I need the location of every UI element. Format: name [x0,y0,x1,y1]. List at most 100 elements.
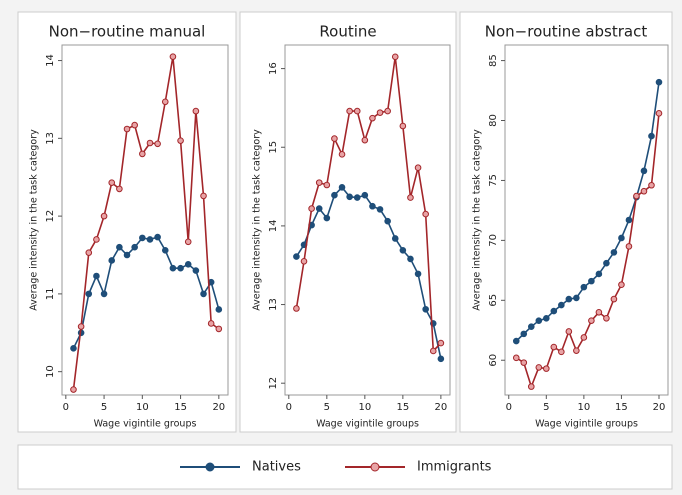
legend-label: Immigrants [417,460,492,475]
point [376,206,384,213]
point [323,181,331,189]
point [353,194,361,201]
point [177,137,184,144]
point [618,234,625,242]
point [369,202,376,210]
point [77,323,85,330]
y-tick-label: 60 [488,354,499,367]
point [535,317,543,324]
y-axis-label: Average intensity in the task category [472,129,483,311]
point [361,136,369,144]
x-axis-label: Wage vigintile groups [316,419,419,430]
panel-title: Non−routine abstract [485,23,648,41]
point [315,205,323,212]
x-tick-label: 20 [435,402,448,413]
point [595,308,603,316]
point [192,107,200,115]
y-tick-label: 70 [488,234,499,247]
point [655,78,663,86]
point [139,234,146,242]
y-tick-label: 75 [488,174,499,187]
point [625,243,633,250]
point [293,253,300,260]
point [161,247,169,254]
point [422,305,429,313]
point [361,191,369,199]
point [558,348,565,356]
point [93,272,100,280]
x-tick-label: 5 [543,402,549,413]
point [116,243,123,251]
point [603,314,610,322]
point [565,328,573,335]
point [414,270,422,278]
panel-title: Non−routine manual [49,23,206,41]
point [70,345,77,352]
point [648,181,655,189]
point [346,193,353,201]
point [376,109,384,116]
panel-title: Routine [319,23,376,41]
point [146,139,154,147]
point [200,290,207,298]
y-tick-label: 14 [268,220,279,233]
y-tick-label: 12 [268,377,279,390]
y-tick-label: 11 [45,288,56,301]
point [338,151,346,158]
point [346,107,353,115]
y-tick-label: 12 [45,210,56,223]
point [588,317,595,324]
point [573,347,580,354]
point [550,343,558,351]
point [543,314,550,322]
point [177,264,184,272]
point [550,307,558,315]
point [300,257,308,265]
point [338,184,346,191]
point [391,235,399,242]
point [146,236,154,243]
y-tick-label: 13 [268,298,279,311]
point [154,140,161,148]
point [161,98,169,106]
point [169,264,177,272]
x-tick-label: 0 [506,402,512,413]
point [610,249,618,256]
point [625,216,633,224]
point [331,135,338,142]
y-tick-label: 80 [488,114,499,127]
point [512,354,520,362]
point [192,267,200,274]
point [633,192,640,200]
point [369,114,376,122]
point [640,187,648,195]
plot-area [504,44,669,396]
point [384,217,391,225]
point [399,246,407,254]
point [558,301,565,309]
point [437,339,445,347]
point [315,179,323,186]
point [353,107,361,115]
x-tick-label: 10 [358,402,371,413]
y-tick-label: 14 [45,54,56,67]
point [640,167,648,175]
point [308,205,315,212]
y-tick-label: 65 [488,294,499,307]
point [580,334,588,341]
x-tick-label: 20 [653,402,666,413]
y-tick-label: 10 [45,365,56,378]
point [565,295,573,303]
point [85,249,93,256]
x-tick-label: 5 [101,402,107,413]
point [293,305,300,312]
y-tick-label: 15 [268,141,279,154]
point [527,323,535,330]
x-axis-label: Wage vigintile groups [535,419,638,430]
point [169,53,177,60]
point [154,233,161,241]
point [108,257,116,264]
point [543,365,550,372]
point [215,325,223,333]
point [429,347,437,355]
